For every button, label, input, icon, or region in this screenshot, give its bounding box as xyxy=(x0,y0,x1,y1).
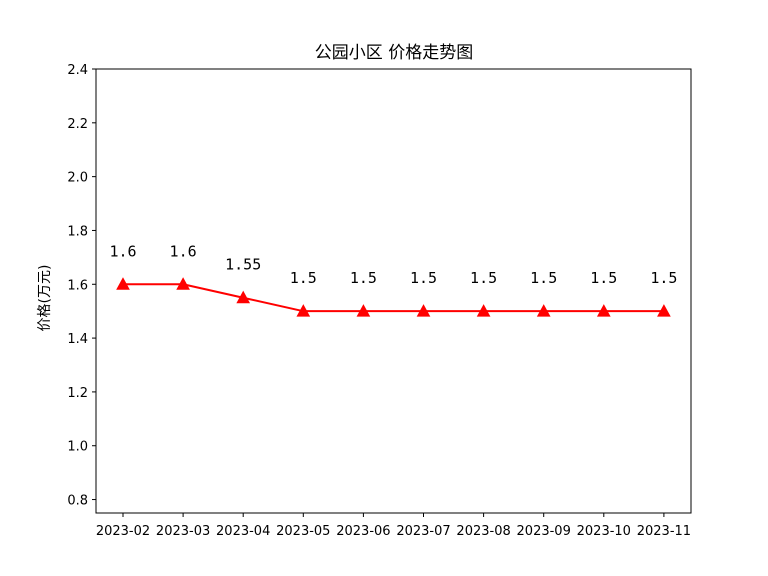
data-label: 1.5 xyxy=(590,269,617,287)
data-point xyxy=(596,304,611,317)
y-tick-label: 2.0 xyxy=(67,171,88,186)
data-point xyxy=(536,304,551,317)
data-label: 1.5 xyxy=(290,269,317,287)
data-point xyxy=(176,277,190,290)
data-label: 1.55 xyxy=(225,256,261,274)
y-tick-label: 0.8 xyxy=(67,494,88,509)
x-tick-label: 2023-09 xyxy=(517,524,571,539)
data-label: 1.5 xyxy=(530,269,557,287)
plot-area: 0.8 1.0 1.2 1.4 1.6 1.8 2.0 2.2 2.4 2023-02 2023-0… xyxy=(67,63,692,539)
y-tick-label: 1.2 xyxy=(67,386,88,401)
x-tick-label: 2023-04 xyxy=(216,524,270,539)
x-tick-label: 2023-03 xyxy=(156,524,210,539)
data-label: 1.5 xyxy=(350,269,377,287)
x-tick-label: 2023-11 xyxy=(637,524,691,539)
data-label: 1.6 xyxy=(109,242,136,260)
x-tick-label: 2023-07 xyxy=(396,524,450,539)
data-label: 1.5 xyxy=(650,269,677,287)
data-label: 1.5 xyxy=(410,269,437,287)
data-point xyxy=(116,277,130,290)
data-point xyxy=(476,304,491,317)
data-label: 1.6 xyxy=(170,242,197,260)
y-tick-label: 2.2 xyxy=(67,117,88,132)
y-tick-label: 1.8 xyxy=(67,224,88,239)
data-point xyxy=(657,304,671,317)
y-tick-label: 1.4 xyxy=(67,332,88,347)
series-line xyxy=(123,283,664,313)
chart-title: 公园小区 价格走势图 xyxy=(315,43,473,63)
data-point xyxy=(416,304,431,317)
x-tick-label: 2023-10 xyxy=(577,524,631,539)
x-tick-label: 2023-08 xyxy=(456,524,510,539)
axes-frame xyxy=(95,68,692,514)
y-axis-label: 价格(万元) xyxy=(37,265,53,332)
y-tick-label: 1.0 xyxy=(67,440,88,455)
x-tick-label: 2023-02 xyxy=(96,524,150,539)
data-label: 1.5 xyxy=(470,269,497,287)
data-point xyxy=(236,290,251,304)
y-tick-label: 1.6 xyxy=(67,278,88,293)
data-point xyxy=(296,304,311,317)
x-tick-label: 2023-05 xyxy=(276,524,330,539)
y-tick-label: 2.4 xyxy=(67,63,88,78)
x-tick-label: 2023-06 xyxy=(336,524,390,539)
data-point xyxy=(356,304,371,317)
